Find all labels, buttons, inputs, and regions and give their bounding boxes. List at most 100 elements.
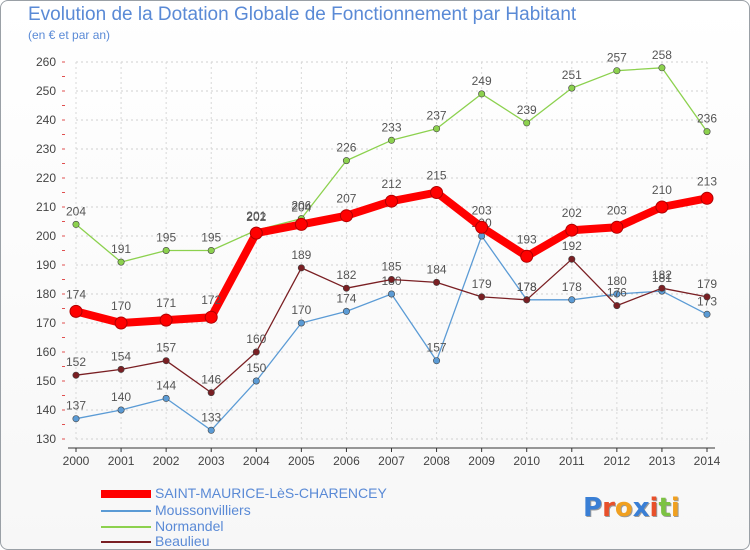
data-label: 180 [607,274,627,288]
y-tick-label: 170 [36,316,56,330]
y-tick-label: 190 [36,258,56,272]
data-label: 258 [652,48,672,62]
data-point [568,296,576,304]
data-label: 179 [697,277,717,291]
y-tick-label: 140 [36,403,56,417]
data-label: 202 [562,206,582,220]
data-point [342,284,350,292]
data-point [478,90,486,98]
legend-swatch [101,510,151,512]
data-point [613,302,621,310]
data-point [117,406,125,414]
data-point [565,223,579,237]
data-point [478,293,486,301]
data-label: 182 [336,268,356,282]
data-label: 251 [562,68,582,82]
x-tick-label: 2013 [649,454,676,468]
data-label: 237 [427,109,447,123]
data-point [207,389,215,397]
data-point [433,278,441,286]
data-label: 189 [291,248,311,262]
data-label: 174 [336,291,356,305]
chart-title: Evolution de la Dotation Globale de Fonc… [28,4,577,25]
logo-letter: i [670,493,680,523]
legend-label: Normandel [155,518,224,534]
legend-swatch [101,490,151,498]
data-label: 201 [246,209,266,223]
data-point [297,319,305,327]
data-label: 204 [291,200,311,214]
data-point [162,247,170,255]
data-point [387,275,395,283]
data-label: 133 [201,410,221,424]
data-label: 144 [156,378,176,392]
data-label: 171 [156,296,176,310]
x-tick-label: 2003 [198,454,225,468]
data-point [523,119,531,127]
data-point [703,310,711,318]
data-point [658,64,666,72]
data-point [475,220,489,234]
data-point [613,67,621,75]
logo-letter: o [614,493,633,523]
y-tick-label: 230 [36,142,56,156]
data-point [252,348,260,356]
x-tick-label: 2008 [423,454,450,468]
data-label: 178 [517,280,537,294]
data-label: 178 [517,280,537,294]
x-tick-label: 2014 [694,454,721,468]
data-point [568,255,576,263]
data-point [162,394,170,402]
data-point [658,284,666,292]
data-point [568,84,576,92]
logo-letter: i [649,493,659,523]
x-tick-label: 2004 [243,454,270,468]
data-label: 140 [111,390,131,404]
legend-label: Beaulieu [155,533,210,549]
x-tick-label: 2000 [63,454,90,468]
data-point [430,186,444,199]
data-label: 193 [517,232,537,246]
logo-letter: r [602,493,615,523]
data-label: 195 [156,231,176,245]
data-label: 191 [111,242,131,256]
data-point [249,226,263,240]
data-label: 203 [472,203,492,217]
x-tick-label: 2002 [153,454,180,468]
data-label: 236 [697,112,717,126]
logo-letter: x [632,493,650,523]
y-tick-label: 180 [36,287,56,301]
data-label: 195 [201,231,221,245]
proxiti-logo: Proxiti [583,493,680,523]
data-label: 233 [381,120,401,134]
legend-label: SAINT-MAURICE-LèS-CHARENCEY [155,485,387,501]
y-tick-label: 150 [36,374,56,388]
x-tick-label: 2005 [288,454,315,468]
data-label: 176 [607,286,627,300]
chart-subtitle: (en € et par an) [28,28,111,42]
data-label: 249 [472,74,492,88]
data-label: 192 [562,239,582,253]
data-label: 152 [66,355,86,369]
data-label: 202 [246,210,266,224]
data-point [655,200,669,214]
data-point [207,426,215,434]
legend-swatch [101,541,151,543]
data-point [72,415,80,423]
data-label: 257 [607,51,627,65]
data-label: 137 [66,399,86,413]
data-point [72,371,80,379]
data-label: 150 [246,361,266,375]
data-point [162,357,170,365]
data-point [297,264,305,272]
y-tick-label: 240 [36,113,56,127]
data-point [703,128,711,136]
data-point [114,316,128,330]
data-label: 146 [201,373,221,387]
data-label: 179 [472,277,492,291]
data-label: 185 [381,260,401,274]
data-point [703,293,711,301]
data-label: 173 [697,294,717,308]
data-point [387,136,395,144]
